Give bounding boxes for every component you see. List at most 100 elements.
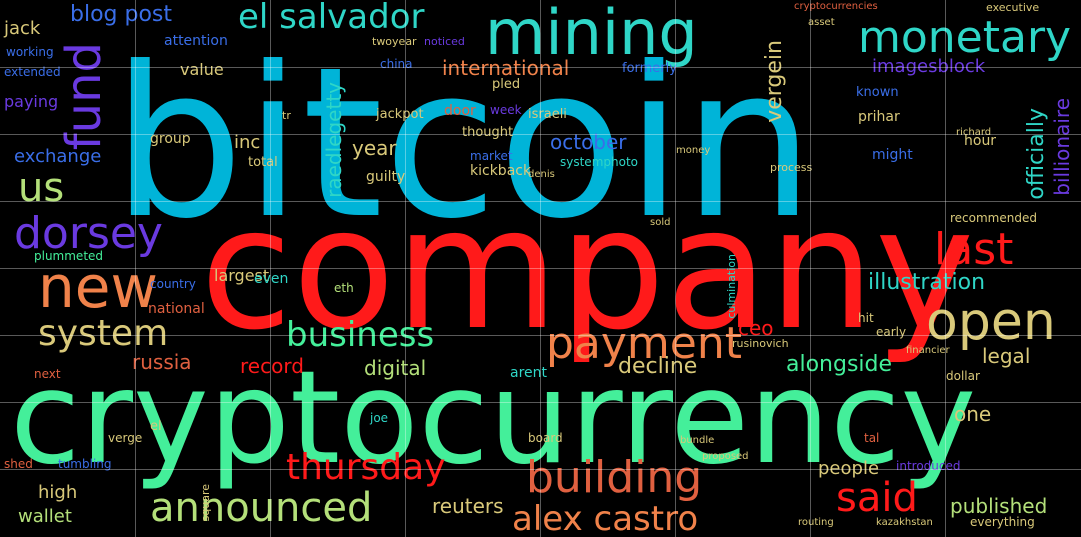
word-introduced: introduced [896, 459, 961, 473]
word-legal: legal [982, 344, 1031, 368]
word-extended: extended [4, 65, 61, 79]
word-bundle: bundle [680, 435, 715, 446]
word-russia: russia [132, 350, 192, 374]
word-twoyear: twoyear [372, 35, 417, 48]
word-cryptocurrencies: cryptocurrencies [794, 1, 878, 12]
word-kickback: kickback [470, 163, 532, 179]
word-billionaire: billionaire [1050, 98, 1074, 196]
word-raedlegetty: raedlegetty [322, 82, 346, 198]
word-october: october [550, 130, 627, 154]
word-mining: mining [485, 0, 698, 69]
word-rusinovich: rusinovich [732, 337, 789, 350]
word-announced: announced [150, 485, 373, 531]
word-system: system [38, 313, 169, 354]
word-decline: decline [618, 354, 698, 379]
word-high: high [38, 482, 78, 503]
word-exchange: exchange [14, 146, 102, 167]
word-proposed: proposed [702, 451, 749, 462]
word-bitcoin: bitcoin [112, 23, 815, 265]
word-el: el [150, 419, 162, 434]
word-digital: digital [364, 356, 427, 380]
word-thursday: thursday [286, 447, 446, 488]
word-routing: routing [798, 517, 834, 528]
word-monetary: monetary [858, 12, 1072, 63]
word-cryptocurrency: cryptocurrency [10, 344, 977, 493]
word-group: group [150, 131, 191, 147]
word-inc: inc [234, 132, 261, 153]
word-richard: richard [956, 127, 992, 138]
word-officially: officially [1024, 108, 1049, 200]
word-even: even [254, 271, 289, 287]
word-joe: joe [370, 411, 389, 425]
word-working: working [6, 45, 54, 59]
word-record: record [240, 354, 304, 378]
word-square: square [199, 484, 212, 522]
word-el-salvador: el salvador [238, 0, 425, 37]
word-open: open [926, 292, 1056, 352]
word-dorsey: dorsey [14, 208, 163, 259]
word-denis: denis [528, 169, 555, 180]
word-formerly: formerly [622, 61, 677, 76]
word-illustration: illustration [868, 270, 986, 295]
word-tumbling: tumbling [58, 457, 112, 471]
word-business: business [286, 315, 435, 355]
word-blog-post: blog post [70, 2, 173, 27]
word-known: known [856, 85, 899, 100]
word-thought: thought [462, 125, 514, 140]
word-jack: jack [4, 18, 41, 39]
word-noticed: noticed [424, 35, 465, 48]
word-company: company [200, 171, 975, 367]
word-wallet: wallet [18, 506, 72, 527]
word-fund: fund [56, 42, 112, 151]
word-ceo: ceo [738, 316, 774, 340]
word-alongside: alongside [786, 352, 893, 377]
word-systemphoto: systemphoto [560, 155, 638, 169]
word-week: week [490, 103, 522, 117]
word-imagesblock: imagesblock [872, 56, 986, 77]
word-jackpot: jackpot [376, 107, 424, 122]
word-paying: paying [4, 92, 59, 111]
word-early: early [876, 325, 907, 339]
word-pled: pled [492, 77, 521, 92]
word-attention: attention [164, 33, 228, 49]
word-kazakhstan: kazakhstan [876, 517, 933, 528]
word-guilty: guilty [366, 169, 406, 185]
word-country: country [150, 277, 196, 291]
word-hour: hour [964, 133, 997, 149]
word-shed: shed [4, 457, 33, 471]
word-next: next [34, 367, 61, 381]
word-everything: everything [970, 515, 1035, 529]
word-people: people [818, 458, 880, 479]
word-executive: executive [986, 1, 1040, 14]
word-international: international [442, 56, 570, 80]
word-said: said [836, 475, 918, 521]
word-board: board [528, 431, 563, 445]
word-building: building [526, 452, 703, 503]
word-financier: financier [906, 345, 950, 356]
word-sold: sold [650, 217, 671, 228]
word-tr: tr [282, 109, 291, 122]
word-recommended: recommended [950, 211, 1037, 225]
word-tal: tal [864, 431, 880, 445]
word-one: one [954, 402, 992, 426]
word-value: value [180, 60, 224, 79]
word-culmination: culmination [725, 254, 738, 319]
word-new: new [38, 253, 158, 321]
word-verge: verge [108, 431, 143, 445]
word-might: might [872, 147, 913, 163]
word-process: process [770, 161, 813, 174]
word-payment: payment [546, 318, 743, 369]
word-last: last [934, 224, 1014, 275]
word-vergein: vergein [762, 40, 787, 123]
word-year: year [352, 136, 397, 160]
word-largest: largest [214, 266, 270, 285]
word-dollar: dollar [946, 369, 980, 383]
word-market: market [470, 149, 513, 163]
word-published: published [950, 494, 1048, 518]
word-prihar: prihar [858, 109, 900, 125]
word-door: door [444, 103, 476, 119]
word-plummeted: plummeted [34, 249, 104, 263]
word-reuters: reuters [432, 494, 504, 518]
word-alex-castro: alex castro [512, 499, 699, 537]
